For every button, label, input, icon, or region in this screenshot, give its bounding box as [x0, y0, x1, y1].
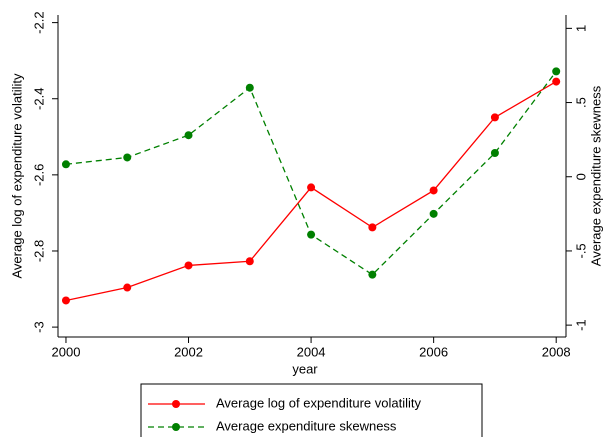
y2-tick-label: 0 [573, 173, 588, 180]
y2-axis-title: Average expenditure skewness [588, 85, 603, 266]
y-axis-title: Average log of expenditure volatility [9, 73, 24, 278]
y2-tick-label: -1 [573, 319, 588, 331]
y2-tick-label: 1 [573, 25, 588, 32]
y-tick-label: -2.2 [31, 11, 46, 33]
y2-tick-label: .5 [573, 97, 588, 108]
point [552, 67, 561, 76]
x-tick-label: 2000 [52, 344, 81, 359]
point [184, 261, 193, 270]
y2-tick-label: -.5 [573, 243, 588, 258]
x-axis-title: year [292, 361, 318, 376]
y-tick-label: -2.8 [31, 240, 46, 262]
point [307, 230, 316, 239]
point [184, 131, 193, 140]
legend-marker [172, 400, 180, 408]
point [429, 186, 438, 195]
legend-box [140, 383, 483, 437]
point [490, 149, 499, 157]
y-tick-label: -2.4 [31, 88, 46, 110]
point [368, 270, 377, 279]
point [368, 223, 377, 232]
point [307, 183, 316, 192]
legend-marker [172, 423, 180, 431]
point [552, 77, 561, 86]
x-tick-label: 2006 [419, 344, 448, 359]
x-tick-label: 2004 [297, 344, 326, 359]
legend-label: Average log of expenditure volatility [216, 395, 421, 410]
point [245, 257, 254, 266]
y-tick-label: -2.6 [31, 164, 46, 186]
point [61, 160, 70, 169]
legend-label: Average expenditure skewness [216, 418, 397, 433]
point [123, 153, 132, 162]
x-tick-label: 2002 [174, 344, 203, 359]
point [429, 209, 438, 218]
point [61, 296, 70, 305]
point [490, 113, 499, 122]
point [123, 283, 132, 292]
x-tick-label: 2008 [542, 344, 571, 359]
y-tick-label: -3 [31, 321, 46, 333]
point [245, 83, 254, 92]
